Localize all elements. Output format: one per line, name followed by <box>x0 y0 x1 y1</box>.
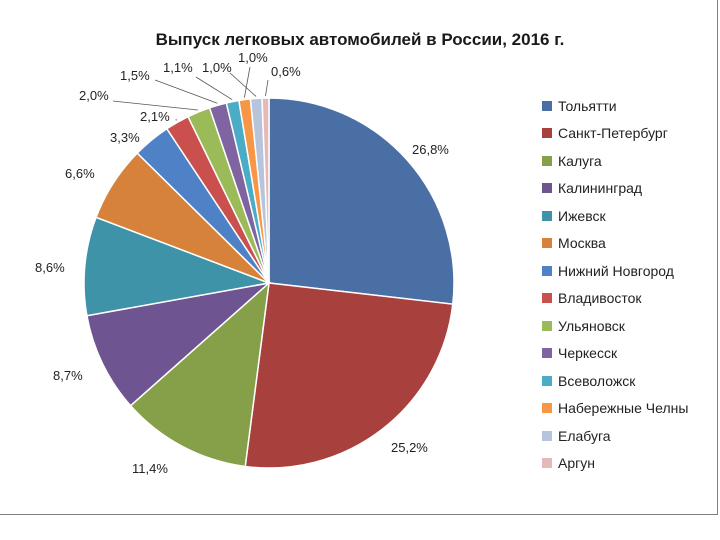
data-label-12: 1,0% <box>238 50 268 65</box>
legend-swatch <box>542 265 552 276</box>
chart-frame <box>0 0 718 515</box>
chart-legend: Тольятти Санкт-Петербург Калуга Калининград… <box>542 92 688 477</box>
legend-label: Москва <box>558 235 606 252</box>
pie-slice-14 <box>261 97 270 284</box>
leader-line-13 <box>229 72 257 97</box>
leader-line-9 <box>112 100 198 111</box>
legend-swatch <box>542 210 552 221</box>
data-label-5: 8,6% <box>35 260 65 275</box>
legend-label: Набережные Челны <box>558 400 689 417</box>
legend-item-14: Аргун <box>542 450 688 478</box>
legend-label: Нижний Новгород <box>558 262 674 279</box>
legend-swatch <box>542 403 552 414</box>
leader-line-12 <box>243 66 251 98</box>
legend-swatch <box>542 430 552 441</box>
legend-item-5: Ижевск <box>542 202 688 230</box>
data-label-4: 8,7% <box>53 368 83 383</box>
data-label-10: 1,5% <box>120 68 150 83</box>
legend-item-12: Набережные Челны <box>542 395 688 423</box>
legend-label: Санкт-Петербург <box>558 125 668 142</box>
legend-label: Елабуга <box>558 427 611 444</box>
data-label-14: 0,6% <box>271 64 301 79</box>
legend-swatch <box>542 238 552 249</box>
legend-label: Аргун <box>558 455 595 472</box>
data-label-6: 6,6% <box>65 166 95 181</box>
leader-line-10 <box>154 79 218 104</box>
legend-label: Тольятти <box>558 97 617 114</box>
legend-item-9: Ульяновск <box>542 312 688 340</box>
data-label-8: 2,1% <box>140 109 170 124</box>
data-label-7: 3,3% <box>110 130 140 145</box>
legend-item-2: Санкт-Петербург <box>542 120 688 148</box>
legend-swatch <box>542 375 552 386</box>
legend-item-13: Елабуга <box>542 422 688 450</box>
leader-line-14 <box>265 79 269 97</box>
legend-item-6: Москва <box>542 230 688 258</box>
data-label-1: 26,8% <box>412 142 449 157</box>
legend-label: Ульяновск <box>558 317 625 334</box>
pie-slice-5 <box>83 216 272 317</box>
legend-item-3: Калуга <box>542 147 688 175</box>
pie-slice-2 <box>244 282 454 469</box>
data-label-2: 25,2% <box>391 440 428 455</box>
legend-swatch <box>542 458 552 469</box>
pie-slice-3 <box>129 281 271 468</box>
pie-slice-1 <box>268 97 455 306</box>
data-label-3: 11,4% <box>132 461 168 476</box>
legend-item-11: Всеволожск <box>542 367 688 395</box>
legend-label: Всеволожск <box>558 372 636 389</box>
chart-title: Выпуск легковых автомобилей в России, 20… <box>155 30 565 49</box>
legend-item-8: Владивосток <box>542 285 688 313</box>
legend-label: Калуга <box>558 152 602 169</box>
legend-label: Черкесск <box>558 345 618 362</box>
legend-swatch <box>542 293 552 304</box>
pie-slice-4 <box>86 281 272 407</box>
legend-item-1: Тольятти <box>542 92 688 120</box>
legend-swatch <box>542 348 552 359</box>
legend-label: Калининград <box>558 180 643 197</box>
leader-line-11 <box>195 76 233 100</box>
legend-swatch <box>542 100 552 111</box>
legend-label: Ижевск <box>558 207 606 224</box>
data-label-11: 1,1% <box>163 60 193 75</box>
data-label-13: 1,0% <box>202 60 232 75</box>
legend-swatch <box>542 320 552 331</box>
legend-item-10: Черкесск <box>542 340 688 368</box>
legend-swatch <box>542 155 552 166</box>
legend-item-7: Нижний Новгород <box>542 257 688 285</box>
legend-item-4: Калининград <box>542 175 688 203</box>
legend-label: Владивосток <box>558 290 642 307</box>
legend-swatch <box>542 183 552 194</box>
data-label-9: 2,0% <box>79 88 109 103</box>
legend-swatch <box>542 128 552 139</box>
